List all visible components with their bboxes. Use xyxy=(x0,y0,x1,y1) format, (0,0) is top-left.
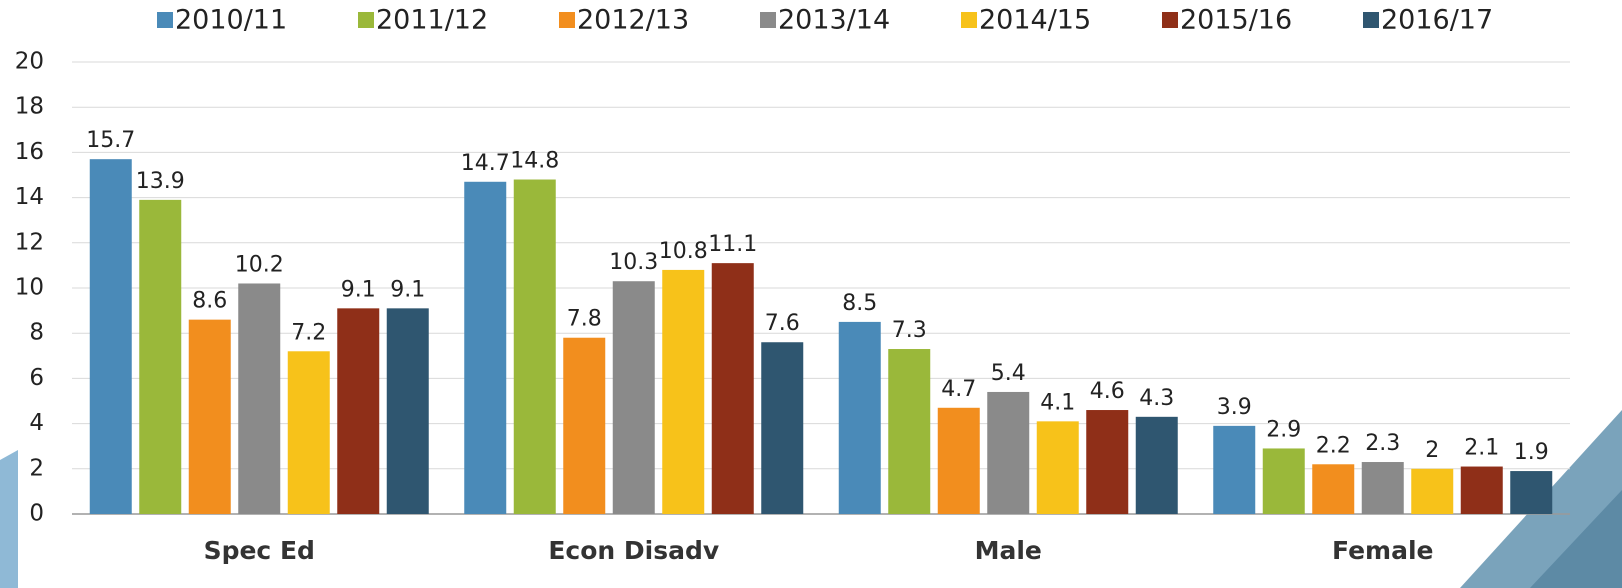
data-label: 13.9 xyxy=(136,169,185,194)
bar xyxy=(1213,425,1256,514)
data-label: 5.4 xyxy=(991,361,1026,386)
bar xyxy=(937,407,980,514)
legend-label: 2012/13 xyxy=(577,5,689,36)
data-label: 10.8 xyxy=(659,239,708,264)
bar xyxy=(238,283,281,514)
bar xyxy=(513,179,556,514)
bar xyxy=(287,351,330,514)
y-tick-label: 20 xyxy=(15,49,44,75)
data-label: 2.1 xyxy=(1464,436,1499,461)
bar xyxy=(1510,471,1553,514)
y-tick-label: 2 xyxy=(29,455,44,481)
data-label: 2.9 xyxy=(1266,417,1301,442)
bar xyxy=(662,269,705,514)
bar xyxy=(838,321,881,514)
legend-swatch xyxy=(1363,12,1379,28)
data-label: 7.6 xyxy=(765,311,800,336)
bar xyxy=(1135,416,1178,514)
legend-label: 2015/16 xyxy=(1180,5,1292,36)
bar xyxy=(386,308,429,514)
bar xyxy=(1036,421,1079,514)
y-tick-label: 12 xyxy=(15,229,44,255)
bar xyxy=(612,281,655,514)
bar xyxy=(337,308,380,514)
data-label: 10.2 xyxy=(235,252,284,277)
data-label: 9.1 xyxy=(341,277,376,302)
data-label: 8.6 xyxy=(192,289,227,314)
legend-swatch xyxy=(1162,12,1178,28)
legend-swatch xyxy=(358,12,374,28)
x-tick-label: Econ Disadv xyxy=(548,536,719,565)
bar xyxy=(888,349,931,514)
data-label: 1.9 xyxy=(1514,440,1549,465)
data-label: 14.7 xyxy=(461,151,510,176)
data-label: 10.3 xyxy=(609,250,658,275)
data-label: 2.2 xyxy=(1316,433,1351,458)
data-label: 2 xyxy=(1425,438,1439,463)
bar xyxy=(1262,448,1305,514)
data-label: 8.5 xyxy=(842,291,877,316)
bar xyxy=(139,199,182,515)
data-label: 15.7 xyxy=(86,128,135,153)
legend-swatch xyxy=(157,12,173,28)
bar xyxy=(1086,410,1129,514)
bar xyxy=(89,159,132,514)
legend-label: 2014/15 xyxy=(979,5,1091,36)
legend-swatch xyxy=(760,12,776,28)
bar xyxy=(711,263,754,514)
y-tick-label: 16 xyxy=(15,139,44,165)
data-label: 4.7 xyxy=(941,377,976,402)
y-tick-label: 10 xyxy=(15,275,44,301)
y-tick-label: 6 xyxy=(29,365,44,391)
data-label: 7.8 xyxy=(567,307,602,332)
y-tick-label: 8 xyxy=(29,320,44,346)
y-tick-label: 14 xyxy=(15,184,44,210)
legend-label: 2011/12 xyxy=(376,5,488,36)
bar xyxy=(464,181,507,514)
data-label: 4.1 xyxy=(1040,390,1075,415)
data-label: 2.3 xyxy=(1365,431,1400,456)
legend-swatch xyxy=(961,12,977,28)
bar xyxy=(987,391,1030,514)
y-tick-label: 18 xyxy=(15,94,44,120)
data-label: 4.3 xyxy=(1139,386,1174,411)
legend-label: 2013/14 xyxy=(778,5,890,36)
decoration xyxy=(1530,490,1622,588)
x-tick-label: Spec Ed xyxy=(204,536,315,565)
legend-label: 2010/11 xyxy=(175,5,287,36)
bar xyxy=(563,337,606,514)
data-label: 7.3 xyxy=(892,318,927,343)
data-label: 9.1 xyxy=(390,277,425,302)
data-label: 11.1 xyxy=(708,232,757,257)
x-tick-label: Female xyxy=(1332,536,1433,565)
decoration xyxy=(0,450,18,588)
bar xyxy=(1312,464,1355,514)
data-label: 4.6 xyxy=(1090,379,1125,404)
data-label: 14.8 xyxy=(510,149,559,174)
x-tick-label: Male xyxy=(975,536,1042,565)
y-tick-label: 4 xyxy=(29,410,44,436)
bar xyxy=(1411,468,1454,514)
y-tick-label: 0 xyxy=(29,501,44,527)
legend-label: 2016/17 xyxy=(1381,5,1493,36)
legend-swatch xyxy=(559,12,575,28)
data-label: 3.9 xyxy=(1217,395,1252,420)
bar xyxy=(1460,466,1503,514)
bar xyxy=(761,342,804,514)
bar xyxy=(188,319,231,514)
data-label: 7.2 xyxy=(291,320,326,345)
bar xyxy=(1361,462,1404,514)
